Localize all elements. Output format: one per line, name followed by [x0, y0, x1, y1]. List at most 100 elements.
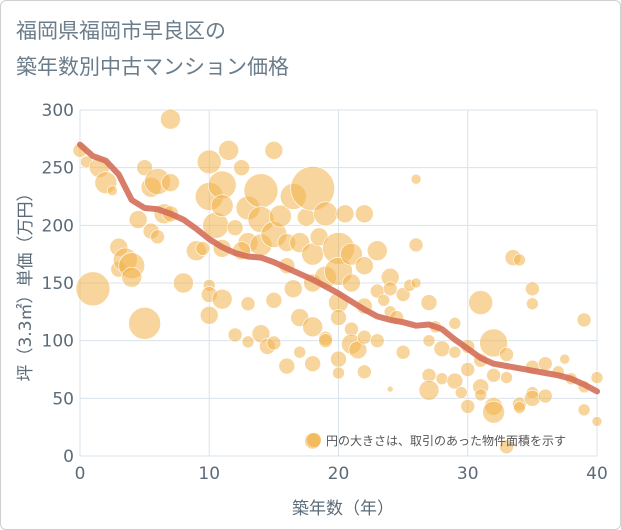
y-tick-label: 200: [42, 216, 74, 236]
bubble-point: [240, 296, 256, 312]
bubble-point: [537, 356, 553, 372]
bubble-point: [304, 355, 321, 373]
bubble-point: [377, 293, 391, 307]
bubble-point: [410, 173, 422, 185]
bubble-point: [448, 317, 462, 330]
bubble-point: [128, 210, 148, 229]
bubble-point: [150, 229, 165, 245]
x-axis-label: 築年数（年）: [292, 499, 394, 519]
bubble-point: [199, 305, 219, 325]
x-tick-label: 30: [457, 464, 479, 484]
bubble-point: [446, 372, 464, 390]
bubble-point: [435, 372, 449, 386]
bubble-point: [290, 166, 335, 211]
bubble-point: [173, 272, 194, 294]
bubble-point: [482, 400, 505, 424]
bubble-point: [348, 340, 368, 360]
y-tick-labels: 0 50 100 150 200 250 300: [42, 101, 74, 467]
bubble-point: [196, 149, 222, 175]
bubble-point: [355, 256, 374, 276]
bubble-point: [479, 328, 508, 358]
bubble-point: [460, 362, 476, 377]
bubble-point: [342, 273, 361, 293]
bubble-point: [335, 204, 355, 224]
bubble-point: [357, 364, 372, 380]
bubble-point: [513, 253, 526, 267]
bubble-point: [422, 334, 436, 347]
bubble-point: [499, 439, 514, 455]
bubble-point: [500, 371, 513, 384]
bubble-point: [448, 345, 462, 359]
bubble-point: [486, 367, 501, 383]
bubble-point: [590, 371, 604, 384]
bubble-point: [395, 344, 411, 360]
bubble-point: [460, 399, 476, 414]
bubble-point: [296, 207, 316, 227]
bubble-point: [418, 379, 440, 401]
bubble-point: [332, 366, 345, 380]
bubble-point: [210, 194, 234, 218]
bubble-point: [468, 290, 493, 315]
x-tick-label: 10: [198, 464, 220, 484]
bubble-point: [233, 159, 250, 176]
legend-bubble-icon: [307, 433, 321, 447]
y-tick-label: 100: [42, 332, 74, 352]
bubble-point: [301, 242, 324, 266]
bubble-point: [283, 279, 303, 299]
trend-line: [77, 141, 600, 395]
bubble-point: [226, 219, 244, 236]
bubble-point: [241, 335, 255, 349]
bubble-point: [313, 201, 338, 227]
bubble-point: [121, 266, 142, 288]
bubble-point: [278, 357, 296, 375]
bubble-point: [499, 347, 514, 362]
bubble-point: [266, 335, 282, 351]
bubble-point: [330, 350, 347, 368]
bubble-point: [524, 390, 541, 407]
bubble-point: [591, 416, 603, 427]
bubble-point: [243, 173, 279, 209]
chart-title-line1: 福岡県福岡市早良区の: [16, 19, 226, 43]
bubble-point: [355, 204, 374, 224]
bubble-point: [107, 185, 118, 197]
bubble-point: [330, 309, 347, 326]
y-tick-label: 300: [42, 101, 74, 121]
bubble-point: [160, 108, 181, 130]
x-tick-label: 40: [586, 464, 608, 484]
bubble-point: [559, 353, 570, 365]
bubble-point: [75, 271, 111, 307]
bubble-point: [537, 388, 553, 404]
y-tick-label: 250: [42, 159, 74, 179]
bubble-point: [433, 340, 451, 358]
bubble-point: [269, 204, 292, 228]
bubble-point: [264, 141, 284, 160]
x-tick-label: 20: [328, 464, 350, 484]
bubble-point: [369, 333, 385, 348]
bubble-point: [513, 401, 526, 414]
chart-title-line2: 築年数別中古マンション価格: [16, 55, 289, 79]
bubble-series: [72, 108, 604, 455]
bubble-point: [454, 386, 468, 399]
bubble-point: [420, 294, 438, 311]
bubble-point: [128, 307, 161, 340]
bubble-point: [340, 242, 363, 266]
bubble-point: [408, 237, 424, 253]
bubble-point: [410, 277, 422, 289]
bubble-point: [293, 345, 307, 359]
bubble-point: [395, 287, 411, 302]
bubble-point: [577, 403, 591, 417]
bubble-point: [366, 240, 388, 262]
bubble-point: [474, 388, 487, 402]
bubble-point: [386, 385, 394, 393]
bubble-point: [576, 312, 592, 328]
bubble-point: [265, 291, 283, 309]
y-axis-label: 坪（3.3㎡）単価（万円）: [16, 184, 36, 381]
y-tick-label: 150: [42, 274, 74, 294]
bubble-point: [302, 316, 323, 338]
bubble-point: [357, 329, 372, 345]
bubble-point: [218, 140, 239, 161]
size-legend-note: 円の大きさは、取引のあった物件面積を示す: [326, 433, 566, 448]
bubble-point: [318, 333, 333, 348]
bubble-point: [382, 281, 398, 297]
